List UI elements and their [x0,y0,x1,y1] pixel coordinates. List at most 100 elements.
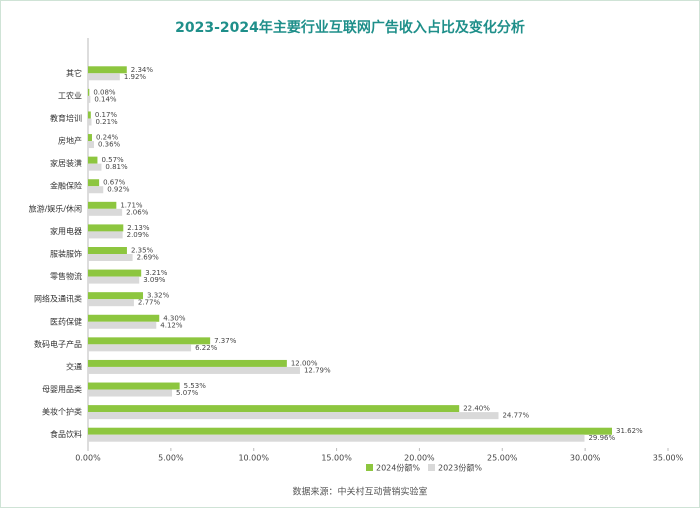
x-tick-label: 30.00% [570,454,601,463]
bar [88,299,134,307]
x-tick-label: 0.00% [75,454,101,463]
y-tick-label: 家用电器 [50,226,82,236]
value-label: 29.96% [588,434,615,442]
bar [88,427,612,435]
bar [88,247,127,254]
bar [88,412,499,420]
y-tick-label: 教育培训 [50,113,82,123]
value-label: 2.34% [131,66,154,74]
bar [88,134,92,142]
value-label: 6.22% [195,344,218,352]
bar [88,224,124,232]
bar [88,111,91,119]
value-label: 2.13% [127,224,150,232]
value-label: 5.07% [176,389,199,397]
y-tick-label: 金融保险 [50,181,82,191]
bar [88,88,90,96]
value-label: 31.62% [616,427,643,435]
value-label: 4.12% [160,321,183,329]
bar [88,359,287,367]
y-tick-label: 网络及通讯类 [34,294,82,304]
x-tick-label: 35.00% [653,454,684,463]
bar [88,337,211,345]
y-tick-label: 家居装潢 [50,158,82,168]
value-label: 5.53% [184,382,207,390]
source: 数据来源：中关村互动营销实验室 [292,486,427,498]
chart-title: 2023-2024年主要行业互联网广告收入占比及变化分析 [175,19,525,36]
bar [88,201,117,209]
value-label: 12.00% [291,359,318,367]
bar [88,314,160,322]
bar [88,66,127,74]
legend-label: 2024份额% [376,463,420,473]
value-label: 3.09% [143,276,166,284]
bar [88,321,157,329]
bar [88,95,91,103]
bar [88,434,585,442]
bar [88,389,173,397]
value-label: 0.81% [105,163,128,171]
x-tick-label: 25.00% [487,454,518,463]
bar [88,254,133,261]
bar [88,73,120,81]
value-label: 0.57% [101,156,124,164]
value-label: 1.71% [120,201,143,209]
bar [88,231,123,239]
bar [88,179,100,187]
value-label: 0.24% [96,134,119,142]
value-label: 2.35% [131,247,154,255]
y-tick-label: 其它 [66,68,82,78]
y-tick-label: 旅游/娱乐/休闲 [29,203,82,213]
value-label: 0.08% [93,88,116,96]
value-label: 2.77% [138,299,161,307]
y-tick-label: 服装服饰 [50,249,82,259]
legend-swatch [428,464,435,471]
y-tick-label: 美妆个护类 [42,407,82,417]
value-label: 0.21% [95,118,118,126]
bar [88,208,123,216]
bar [88,186,104,194]
x-tick-label: 15.00% [321,454,352,463]
value-label: 2.06% [126,208,149,216]
value-label: 7.37% [214,337,237,345]
legend-swatch [366,464,373,471]
x-tick-label: 5.00% [158,454,184,463]
value-label: 0.67% [103,179,126,187]
y-tick-label: 医药保健 [50,316,82,326]
legend-label: 2023份额% [438,463,482,473]
x-tick-label: 20.00% [404,454,435,463]
value-label: 22.40% [463,405,490,413]
y-tick-label: 数码电子产品 [34,339,82,349]
bar [88,269,142,277]
bar [88,118,92,126]
value-label: 2.09% [127,231,150,239]
y-tick-label: 房地产 [58,136,82,146]
value-label: 0.36% [98,141,121,149]
y-tick-label: 工农业 [58,90,82,100]
value-label: 0.14% [94,95,117,103]
value-label: 24.77% [502,412,529,420]
value-label: 1.92% [124,73,147,81]
value-label: 0.92% [107,186,130,194]
value-label: 12.79% [304,366,331,374]
y-tick-label: 交通 [66,361,82,371]
value-label: 3.21% [145,269,168,277]
value-label: 0.17% [95,111,118,119]
bar [88,276,140,284]
value-label: 3.32% [147,292,170,300]
bar [88,405,460,413]
bar [88,366,300,374]
x-tick-label: 10.00% [238,454,269,463]
y-tick-label: 食品饮料 [50,429,82,439]
bar [88,156,98,164]
value-label: 2.69% [137,254,160,262]
bar [88,292,144,300]
bar [88,344,192,352]
y-tick-label: 母婴用品类 [42,384,82,394]
bar [88,163,102,171]
y-tick-label: 零售物流 [50,271,82,281]
bar [88,382,180,390]
value-label: 4.30% [163,314,186,322]
